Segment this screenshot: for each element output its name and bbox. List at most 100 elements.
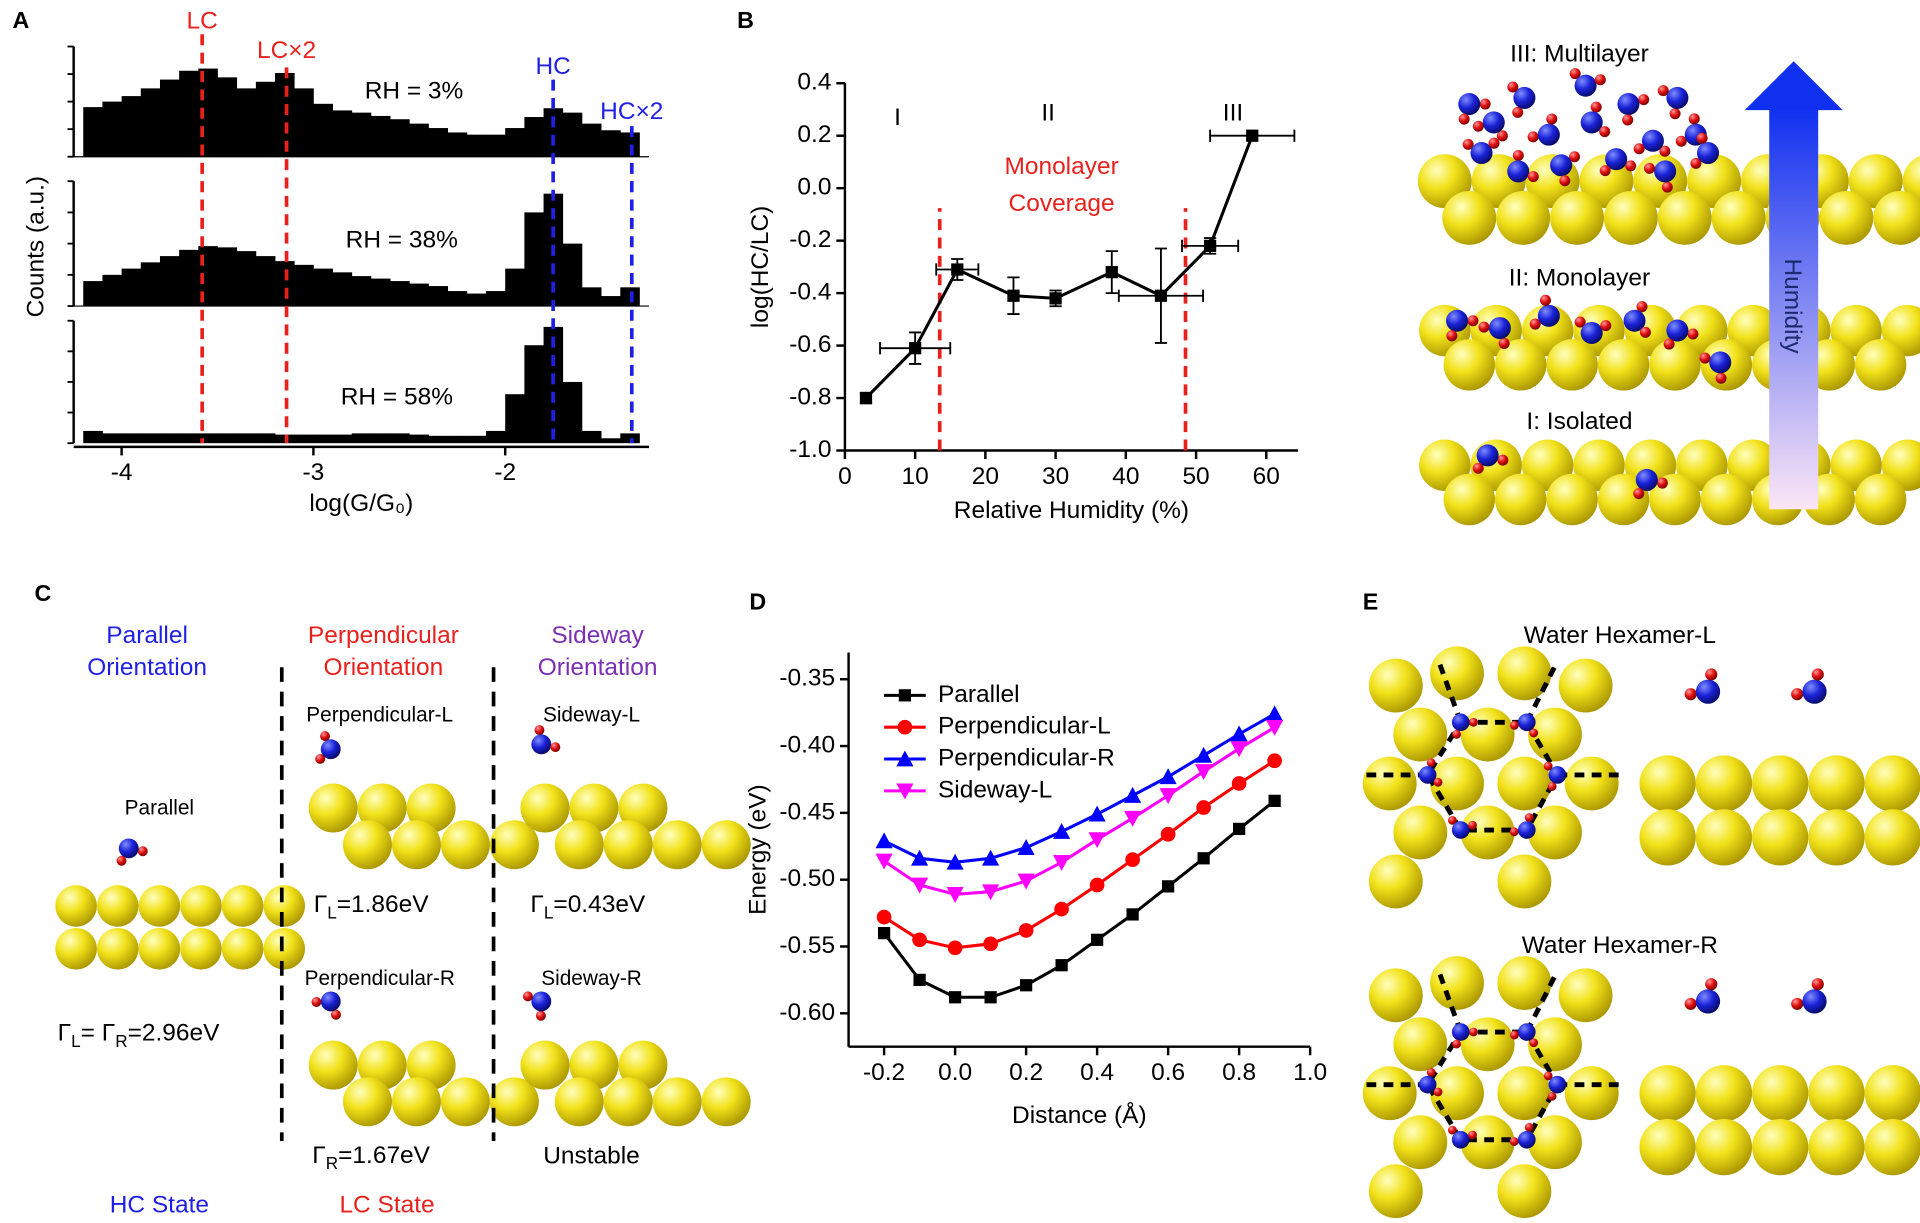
oxygen-atom: [1458, 93, 1481, 116]
gold-atom: [1460, 707, 1515, 762]
gold-atom: [96, 927, 139, 970]
hydrogen-atom: [1497, 454, 1509, 466]
oxygen-atom: [1635, 468, 1658, 491]
hydrogen-atom: [1426, 1068, 1436, 1077]
column-header: Orientation: [538, 654, 658, 681]
gold-atom: [554, 1077, 604, 1127]
arrow-label: Humidity: [1779, 258, 1806, 354]
marker: [1105, 266, 1118, 279]
hydrogen-atom: [1639, 326, 1651, 338]
hydrogen-atom: [116, 855, 127, 866]
hydrogen-atom: [1543, 761, 1553, 771]
gold-atom: [1639, 1118, 1696, 1176]
hexamer-guide: [1436, 660, 1464, 724]
marker: [1018, 923, 1034, 938]
gold-atom: [263, 885, 306, 927]
histogram-bar: [601, 438, 621, 444]
gold-atom: [308, 783, 358, 833]
histogram-bar: [370, 278, 391, 307]
histogram-bar: [332, 272, 353, 307]
histogram-bar: [179, 249, 199, 307]
hydrogen-atom: [311, 997, 322, 1007]
column-header: Parallel: [106, 622, 188, 649]
histogram-bar: [121, 433, 142, 444]
histogram-bar: [236, 251, 257, 307]
series-label: RH = 58%: [341, 383, 453, 410]
x-tick-label: 1.0: [1293, 1059, 1327, 1086]
hydrogen-atom: [1633, 488, 1645, 500]
hydrogen-atom: [1659, 145, 1671, 157]
x-axis-label: log(G/G₀): [309, 490, 413, 517]
histogram-bar: [159, 79, 180, 157]
marker: [946, 887, 964, 903]
hydrogen-atom: [1633, 143, 1645, 155]
marker: [1126, 908, 1139, 921]
x-tick-label: 20: [972, 463, 999, 490]
oxygen-atom: [1695, 989, 1721, 1014]
hydrogen-atom: [1510, 1030, 1519, 1040]
hydrogen-atom: [1590, 101, 1602, 113]
histogram-bar: [140, 88, 161, 157]
gold-atom: [1393, 805, 1448, 860]
histogram-bar: [505, 268, 525, 307]
hydrogen-atom: [1447, 1125, 1457, 1135]
structure-title: Water Hexamer-R: [1522, 932, 1718, 959]
oxygen-atom: [118, 838, 139, 859]
gold-atom: [263, 927, 306, 970]
histogram-bar: [428, 435, 449, 444]
structure-drawings: [55, 68, 1920, 1219]
hydrogen-atom: [1524, 813, 1534, 822]
hydrogen-atom: [1469, 717, 1478, 727]
x-tick-label: -3: [303, 459, 325, 486]
hydrogen-atom: [1496, 130, 1508, 142]
gold-atom: [1494, 473, 1547, 526]
marker: [946, 853, 964, 870]
histogram-bar: [390, 281, 410, 307]
gold-atom: [138, 927, 181, 970]
x-tick-label: -2: [494, 459, 516, 486]
hydrogen-atom: [1433, 1087, 1443, 1097]
oxygen-atom: [1666, 319, 1689, 342]
hydrogen-atom: [522, 991, 533, 1002]
hydrogen-atom: [1622, 114, 1634, 126]
marker: [1268, 794, 1281, 807]
oxygen-atom: [1418, 1075, 1437, 1094]
x-tick-label: 0.8: [1222, 1059, 1256, 1086]
histogram-bar: [217, 433, 238, 444]
marker: [1007, 289, 1020, 302]
peak-label: LC: [187, 8, 218, 35]
gold-atom: [406, 783, 456, 833]
gold-atom: [1496, 190, 1551, 245]
hydrogen-atom: [1478, 321, 1490, 333]
series-label: RH = 3%: [365, 77, 464, 104]
hydrogen-atom: [1547, 1091, 1557, 1101]
charts: -4 -3 -2 Counts (a.u.) log(G/G₀) RH = 3% RH = …: [22, 8, 1327, 1129]
x-tick-label: 0: [838, 463, 852, 490]
histogram-bar: [447, 132, 468, 157]
oxygen-atom: [1446, 309, 1469, 332]
histogram-bar: [486, 430, 506, 444]
hydrogen-atom: [1543, 1071, 1553, 1081]
oxygen-atom: [531, 991, 552, 1012]
marker: [877, 927, 891, 940]
gold-atom: [1430, 956, 1484, 1010]
x-tick-label: 0.0: [938, 1059, 972, 1086]
series-label: RH = 38%: [346, 227, 458, 254]
histogram-bar: [294, 88, 314, 157]
hydrogen-atom: [1569, 151, 1581, 163]
hydrogen-atom: [1512, 149, 1524, 161]
oxygen-atom: [1574, 74, 1597, 97]
gold-atom: [618, 1040, 668, 1090]
histogram-bar: [486, 291, 506, 307]
gold-atom: [357, 1040, 407, 1090]
marker: [1090, 933, 1104, 946]
hydrogen-atom: [1488, 137, 1500, 149]
histogram-bar: [313, 103, 333, 157]
marker: [1231, 776, 1247, 791]
gold-atom: [1808, 809, 1865, 866]
hydrogen-atom: [1669, 108, 1681, 120]
gold-atom: [1603, 190, 1658, 245]
x-tick-label: -0.2: [863, 1059, 905, 1086]
histogram-bar: [562, 112, 583, 157]
marker: [1195, 764, 1213, 781]
